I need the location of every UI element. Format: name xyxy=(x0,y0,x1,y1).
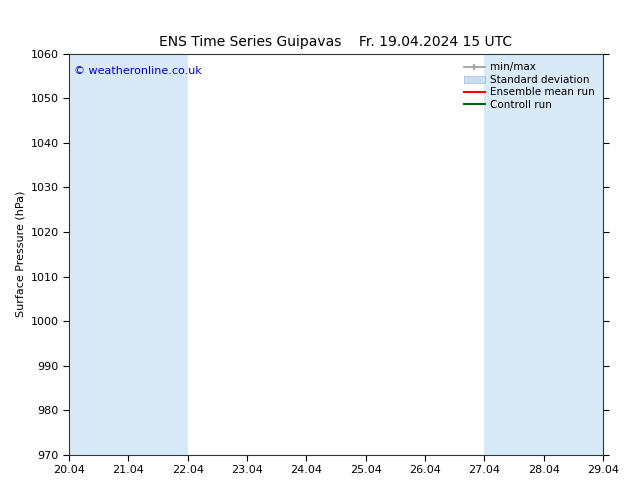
Title: ENS Time Series Guipavas    Fr. 19.04.2024 15 UTC: ENS Time Series Guipavas Fr. 19.04.2024 … xyxy=(160,35,513,49)
Legend: min/max, Standard deviation, Ensemble mean run, Controll run: min/max, Standard deviation, Ensemble me… xyxy=(461,59,598,113)
Bar xyxy=(603,54,634,455)
Bar xyxy=(484,54,544,455)
Y-axis label: Surface Pressure (hPa): Surface Pressure (hPa) xyxy=(15,191,25,318)
Bar xyxy=(544,54,603,455)
Bar xyxy=(129,54,188,455)
Bar xyxy=(69,54,129,455)
Text: © weatheronline.co.uk: © weatheronline.co.uk xyxy=(74,66,202,76)
